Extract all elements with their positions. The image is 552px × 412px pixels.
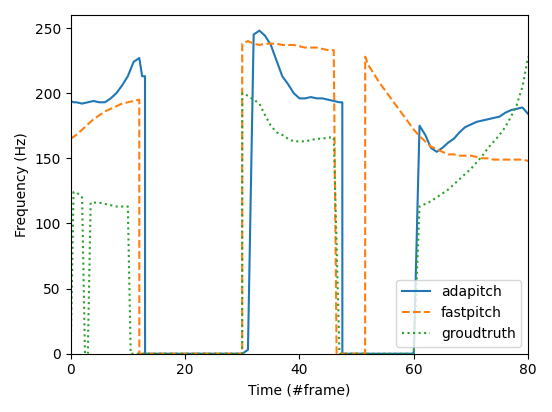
- adapitch: [142, 74, 148, 79]
- Line: fastpitch: fastpitch: [71, 41, 528, 354]
- groudtruth: [130, 351, 137, 356]
- groudtruth: [73, 190, 79, 194]
- fastpitch: [251, 41, 257, 46]
- adapitch: [142, 351, 148, 356]
- fastpitch: [319, 47, 326, 52]
- adapitch: [119, 83, 125, 88]
- Legend: adapitch, fastpitch, groudtruth: adapitch, fastpitch, groudtruth: [396, 280, 521, 347]
- Line: groudtruth: groudtruth: [71, 57, 528, 354]
- fastpitch: [513, 157, 520, 162]
- groudtruth: [87, 200, 94, 205]
- adapitch: [256, 28, 263, 33]
- adapitch: [67, 98, 74, 103]
- groudtruth: [102, 201, 108, 206]
- adapitch: [239, 351, 246, 356]
- fastpitch: [362, 54, 369, 59]
- adapitch: [525, 112, 532, 117]
- Line: adapitch: adapitch: [71, 30, 528, 354]
- fastpitch: [67, 136, 74, 141]
- groudtruth: [67, 351, 74, 356]
- groudtruth: [433, 195, 440, 200]
- adapitch: [262, 33, 268, 38]
- Y-axis label: Frequency (Hz): Frequency (Hz): [15, 132, 29, 237]
- fastpitch: [245, 39, 251, 44]
- groudtruth: [525, 54, 532, 59]
- fastpitch: [525, 159, 532, 164]
- fastpitch: [136, 351, 142, 356]
- adapitch: [251, 32, 257, 37]
- fastpitch: [485, 156, 491, 161]
- fastpitch: [273, 41, 280, 46]
- groudtruth: [307, 138, 314, 143]
- X-axis label: Time (#frame): Time (#frame): [248, 383, 351, 397]
- adapitch: [411, 351, 417, 356]
